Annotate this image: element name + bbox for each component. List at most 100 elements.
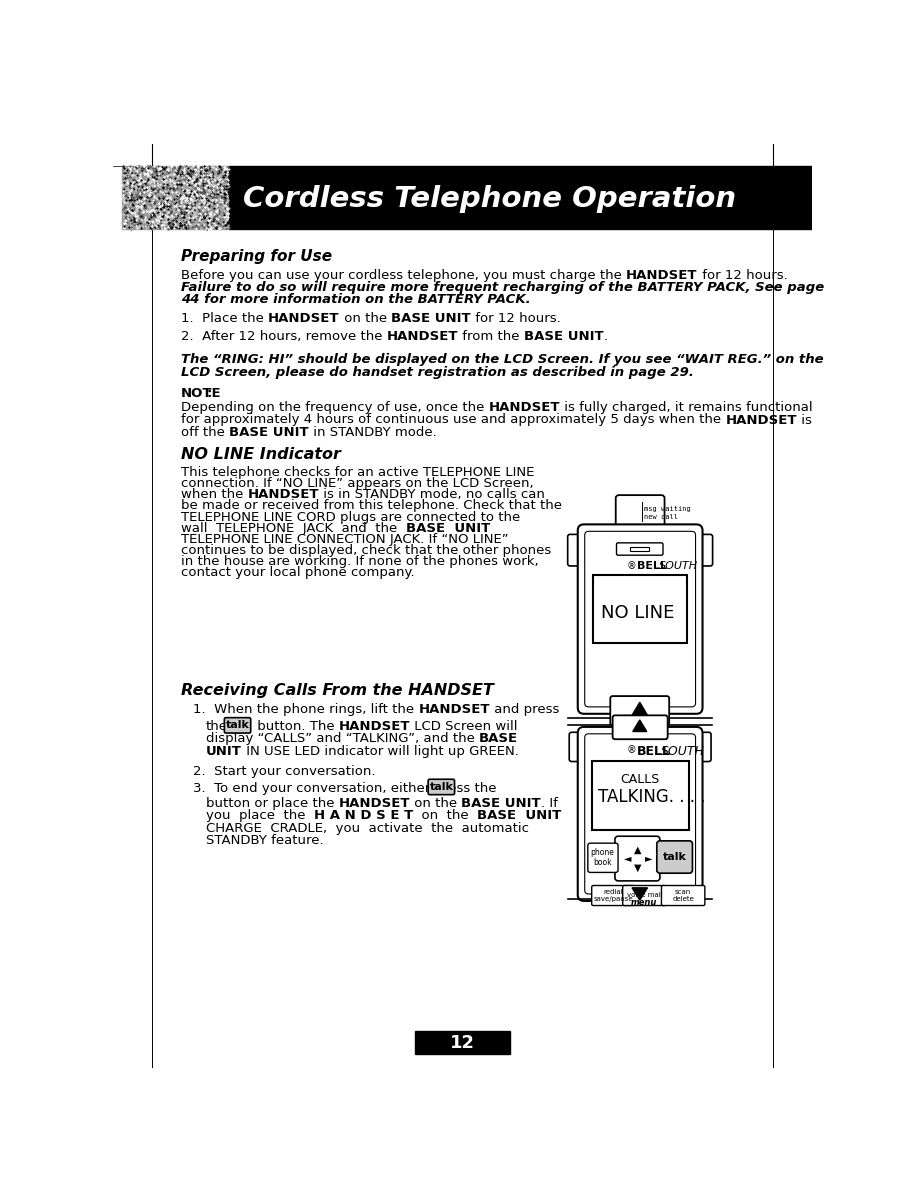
Text: HANDSET: HANDSET xyxy=(339,720,410,733)
Text: from the: from the xyxy=(458,330,524,343)
Text: BASE: BASE xyxy=(479,732,518,745)
Text: menu: menu xyxy=(631,898,658,907)
FancyBboxPatch shape xyxy=(611,696,669,725)
Text: TELEPHONE LINE CONNECTION JACK. If “NO LINE”: TELEPHONE LINE CONNECTION JACK. If “NO L… xyxy=(181,533,509,546)
Text: Before you can use your cordless telephone, you must charge the: Before you can use your cordless telepho… xyxy=(181,269,626,282)
Bar xyxy=(229,166,812,229)
Text: when the: when the xyxy=(181,488,247,502)
FancyBboxPatch shape xyxy=(578,524,703,714)
Text: UNIT: UNIT xyxy=(206,744,242,757)
FancyBboxPatch shape xyxy=(691,732,711,762)
Text: BASE UNIT: BASE UNIT xyxy=(391,312,471,325)
Text: talk: talk xyxy=(226,720,250,731)
Text: ®: ® xyxy=(626,744,636,755)
Text: the: the xyxy=(206,720,227,733)
Text: . If: . If xyxy=(541,797,557,810)
FancyBboxPatch shape xyxy=(622,886,666,906)
Text: STANDBY feature.: STANDBY feature. xyxy=(206,834,324,847)
Text: ►: ► xyxy=(645,853,652,864)
Text: HANDSET: HANDSET xyxy=(725,414,796,426)
FancyBboxPatch shape xyxy=(616,496,665,534)
Text: NO LINE Indicator: NO LINE Indicator xyxy=(181,448,341,462)
FancyBboxPatch shape xyxy=(616,542,663,556)
Text: :: : xyxy=(207,388,212,401)
Text: button. The: button. The xyxy=(253,720,339,733)
Text: H A N D S E T: H A N D S E T xyxy=(314,809,413,822)
Bar xyxy=(122,166,229,229)
Text: continues to be displayed, check that the other phones: continues to be displayed, check that th… xyxy=(181,544,551,557)
Text: in STANDBY mode.: in STANDBY mode. xyxy=(308,426,437,439)
Text: HANDSET: HANDSET xyxy=(387,330,458,343)
Text: on the: on the xyxy=(410,797,462,810)
Text: .: . xyxy=(603,330,608,343)
Bar xyxy=(592,761,688,830)
Text: BASE UNIT: BASE UNIT xyxy=(229,426,308,439)
Text: ®: ® xyxy=(626,562,636,571)
Polygon shape xyxy=(632,702,648,715)
Text: LCD Screen, please do handset registration as described in page 29.: LCD Screen, please do handset registrati… xyxy=(181,366,694,379)
FancyBboxPatch shape xyxy=(691,534,713,566)
FancyBboxPatch shape xyxy=(569,732,589,762)
Text: LCD Screen will: LCD Screen will xyxy=(410,720,518,733)
Text: 12: 12 xyxy=(450,1033,474,1051)
Text: HANDSET: HANDSET xyxy=(247,488,319,502)
Text: HANDSET: HANDSET xyxy=(489,401,560,414)
Text: Receiving Calls From the HANDSET: Receiving Calls From the HANDSET xyxy=(181,683,493,698)
FancyBboxPatch shape xyxy=(592,886,635,906)
FancyBboxPatch shape xyxy=(428,779,455,794)
Text: new call: new call xyxy=(644,514,677,520)
FancyBboxPatch shape xyxy=(661,886,704,906)
Bar xyxy=(415,1031,510,1054)
Text: Cordless Telephone Operation: Cordless Telephone Operation xyxy=(243,185,736,214)
Text: in the house are working. If none of the phones work,: in the house are working. If none of the… xyxy=(181,556,538,568)
Text: Depending on the frequency of use, once the: Depending on the frequency of use, once … xyxy=(181,401,489,414)
Text: talk: talk xyxy=(663,852,686,862)
Polygon shape xyxy=(633,720,647,732)
Text: msg waiting: msg waiting xyxy=(644,506,690,512)
Text: Preparing for Use: Preparing for Use xyxy=(181,248,332,264)
Text: 3.  To end your conversation, either press the: 3. To end your conversation, either pres… xyxy=(193,781,497,794)
Text: BASE  UNIT: BASE UNIT xyxy=(477,809,561,822)
Text: HANDSET: HANDSET xyxy=(268,312,339,325)
FancyBboxPatch shape xyxy=(225,718,251,733)
Text: TALKING. . . .: TALKING. . . . xyxy=(598,787,705,805)
Text: CALLS: CALLS xyxy=(621,773,659,786)
Text: This telephone checks for an active TELEPHONE LINE: This telephone checks for an active TELE… xyxy=(181,466,534,479)
Text: is fully charged, it remains functional: is fully charged, it remains functional xyxy=(560,401,813,414)
Text: voice mail: voice mail xyxy=(627,892,662,898)
Text: connection. If “NO LINE” appears on the LCD Screen,: connection. If “NO LINE” appears on the … xyxy=(181,478,534,490)
Text: be made or received from this telephone. Check that the: be made or received from this telephone.… xyxy=(181,499,562,512)
Text: on  the: on the xyxy=(413,809,477,822)
Bar xyxy=(630,547,649,551)
FancyBboxPatch shape xyxy=(584,734,695,894)
Text: BASE  UNIT: BASE UNIT xyxy=(406,522,490,535)
Text: talk: talk xyxy=(429,782,454,792)
Text: and press: and press xyxy=(490,703,559,716)
Text: 1.  When the phone rings, lift the: 1. When the phone rings, lift the xyxy=(193,703,419,716)
Text: BASE UNIT: BASE UNIT xyxy=(462,797,541,810)
Text: ◄: ◄ xyxy=(623,853,631,864)
Text: SOUTH: SOUTH xyxy=(659,562,698,571)
Text: ▲: ▲ xyxy=(634,845,641,854)
Text: for 12 hours.: for 12 hours. xyxy=(471,312,560,325)
Text: 1.  Place the: 1. Place the xyxy=(181,312,268,325)
Text: you  place  the: you place the xyxy=(206,809,314,822)
FancyBboxPatch shape xyxy=(578,727,703,901)
Text: display “CALLS” and “TALKING”, and the: display “CALLS” and “TALKING”, and the xyxy=(206,732,479,745)
Text: BELL: BELL xyxy=(637,562,667,571)
Text: NOTE: NOTE xyxy=(181,388,222,401)
Text: off the: off the xyxy=(181,426,229,439)
Text: for 12 hours.: for 12 hours. xyxy=(697,269,787,282)
Text: IN USE LED indicator will light up GREEN.: IN USE LED indicator will light up GREEN… xyxy=(242,744,519,757)
Text: button or place the: button or place the xyxy=(206,797,338,810)
Text: on the: on the xyxy=(339,312,391,325)
Text: The “RING: HI” should be displayed on the LCD Screen. If you see “WAIT REG.” on : The “RING: HI” should be displayed on th… xyxy=(181,354,824,366)
Text: ▼: ▼ xyxy=(634,863,641,874)
Text: 44 for more information on the BATTERY PACK.: 44 for more information on the BATTERY P… xyxy=(181,293,530,306)
FancyBboxPatch shape xyxy=(567,534,589,566)
FancyBboxPatch shape xyxy=(588,844,618,872)
Text: redial
save/pause: redial save/pause xyxy=(594,889,633,902)
Text: NO LINE: NO LINE xyxy=(601,604,675,622)
FancyBboxPatch shape xyxy=(584,532,695,707)
FancyBboxPatch shape xyxy=(657,841,693,874)
